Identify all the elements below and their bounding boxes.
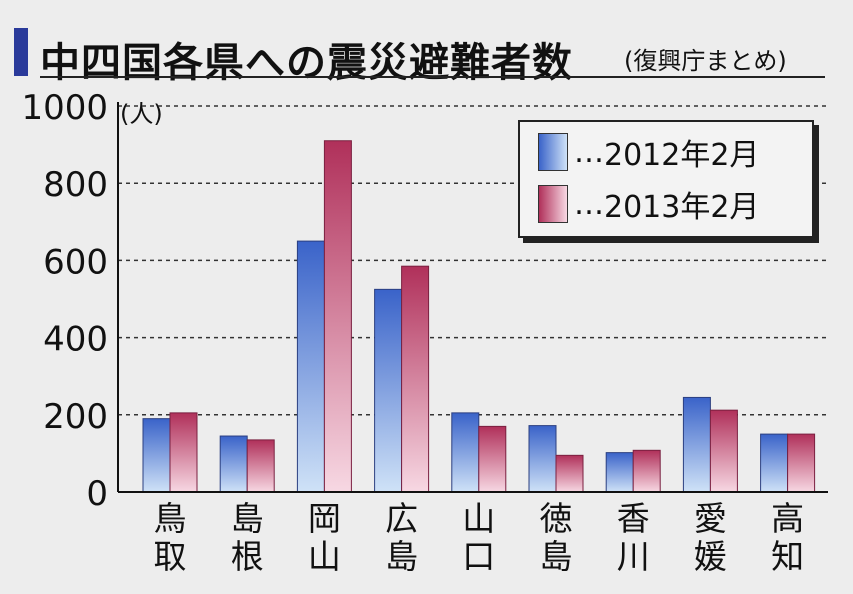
y-tick-label: 800 — [43, 165, 108, 205]
bar-2013 — [323, 140, 352, 493]
x-tick-label: 島 — [540, 537, 573, 576]
bar-2013 — [709, 409, 738, 493]
x-tick-label: 岡 — [308, 499, 341, 538]
bar-2012 — [451, 412, 480, 493]
bar-2012 — [374, 288, 403, 493]
legend-swatch-2012 — [538, 133, 568, 171]
bar-2012 — [219, 435, 248, 493]
legend: … 2012年2月 … 2013年2月 — [518, 120, 814, 238]
legend-label-2012: 2012年2月 — [604, 138, 760, 173]
x-tick-label: 媛 — [694, 537, 727, 576]
bar-2012 — [760, 433, 789, 493]
bar-2012 — [682, 396, 711, 493]
y-tick-label: 400 — [43, 320, 108, 360]
x-tick-label: 徳 — [540, 499, 573, 538]
bars — [142, 140, 816, 493]
x-tick-label: 山 — [462, 499, 495, 538]
bar-2013 — [787, 433, 816, 493]
x-tick-label: 鳥 — [154, 499, 187, 538]
bar-2013 — [478, 425, 507, 493]
y-tick-labels: 0 200 400 600 800 1000 — [21, 88, 108, 514]
x-tick-label: 愛 — [694, 499, 727, 538]
y-axis-unit: (人) — [120, 100, 163, 128]
y-tick-label: 1000 — [21, 88, 108, 128]
bar-2012 — [528, 425, 557, 493]
legend-swatch-2013 — [538, 185, 568, 223]
x-tick-label: 知 — [771, 537, 804, 576]
title-accent-bar — [14, 28, 28, 76]
legend-item-2013: … 2013年2月 — [538, 184, 760, 225]
legend-label-2013: 2013年2月 — [604, 190, 760, 225]
x-tick-label: 取 — [154, 537, 187, 576]
title-underline — [40, 76, 825, 78]
axes — [117, 102, 828, 493]
bar-2013 — [632, 449, 661, 493]
x-tick-label: 高 — [771, 499, 804, 538]
bar-2013 — [246, 439, 275, 493]
chart-title: 中四国各県への震災避難者数 — [40, 40, 573, 86]
x-tick-label: 島 — [231, 499, 264, 538]
x-tick-label: 島 — [385, 537, 418, 576]
y-tick-label: 600 — [43, 242, 108, 282]
bar-2012 — [296, 240, 325, 493]
bar-2012 — [142, 418, 171, 493]
legend-prefix: … — [574, 186, 604, 222]
y-tick-label: 200 — [43, 397, 108, 437]
x-tick-label: 口 — [462, 537, 495, 576]
bar-2012 — [605, 452, 634, 493]
legend-prefix: … — [574, 134, 604, 170]
chart-subtitle: (復興庁まとめ) — [624, 47, 787, 75]
bar-2013 — [401, 265, 430, 493]
x-tick-label: 川 — [617, 537, 650, 576]
legend-item-2012: … 2012年2月 — [538, 132, 760, 173]
x-tick-label: 広 — [385, 499, 418, 538]
x-tick-label: 根 — [231, 537, 264, 576]
bar-2013 — [169, 412, 198, 493]
x-tick-label: 香 — [617, 499, 650, 538]
bar-2013 — [555, 454, 584, 493]
x-tick-label: 山 — [308, 537, 341, 576]
y-tick-label: 0 — [86, 474, 108, 514]
